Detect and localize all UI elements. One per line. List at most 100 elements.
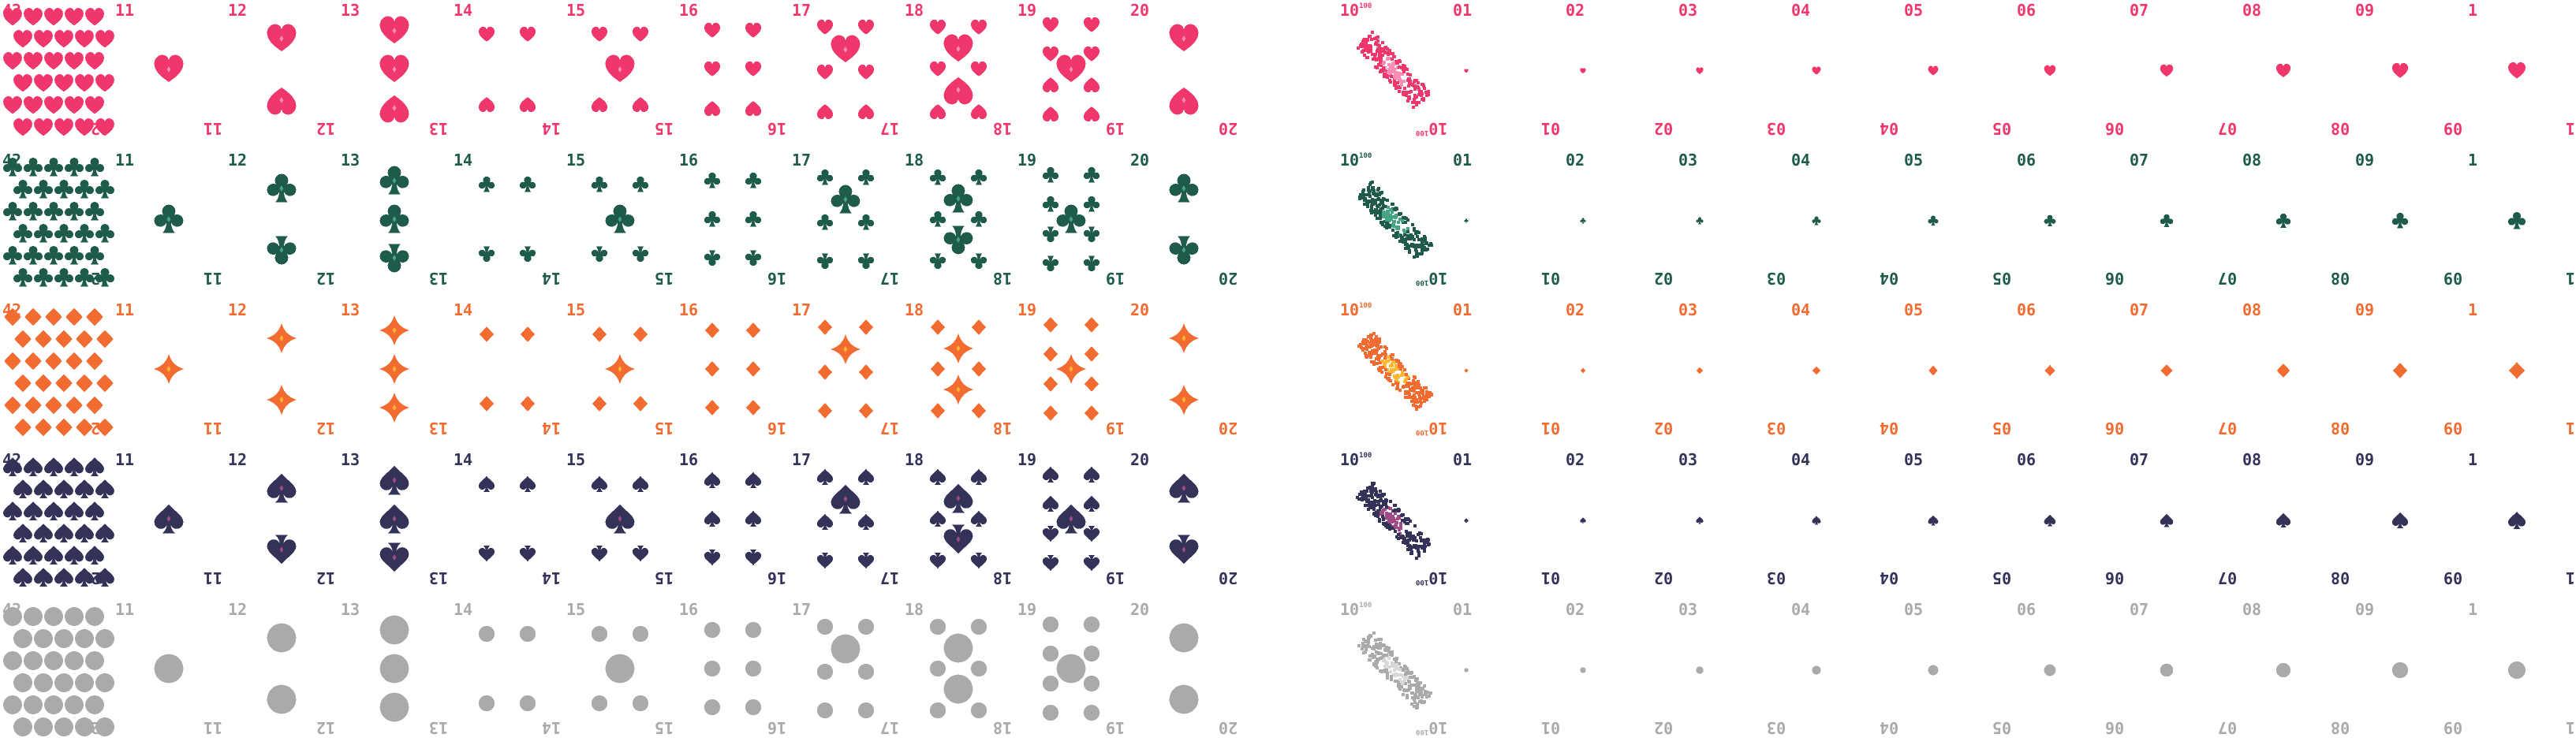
- circle-icon: [745, 699, 762, 716]
- card-rank-bottom: 02: [1653, 419, 1673, 438]
- card-rank-top: 11: [115, 450, 135, 469]
- card-rank-top: 16: [679, 151, 699, 170]
- card-rank-top: 16: [679, 300, 699, 319]
- spade-icon: [54, 479, 74, 499]
- club-icon: [13, 223, 33, 244]
- circle-icon: [816, 663, 834, 680]
- heart-icon: [266, 84, 297, 116]
- club-icon: [54, 179, 74, 199]
- card-diamonds-r06: 06 06: [2014, 300, 2126, 438]
- diamond-icon: [1055, 353, 1087, 385]
- club-icon: [816, 169, 834, 186]
- card-rank-top: 01: [1453, 151, 1473, 170]
- card-rank-top: 12: [228, 600, 248, 619]
- card-rank-bottom: 09: [2443, 718, 2462, 737]
- circle-icon: [64, 650, 84, 671]
- card-diamonds-full: 4242: [0, 300, 114, 438]
- card-rank-top: 19: [1017, 1, 1037, 20]
- heart-icon: [591, 95, 608, 113]
- heart-icon: [1168, 23, 1200, 54]
- club-icon: [1580, 218, 1586, 224]
- card-rank-bottom: 03: [1766, 568, 1786, 587]
- spade-icon: [95, 523, 115, 543]
- card-rank-top: 03: [1678, 450, 1698, 469]
- diamond-icon: [74, 329, 95, 349]
- card-blank-13: 13 13: [338, 599, 450, 738]
- card-spades-r03: 03 03: [1676, 449, 1788, 588]
- card-rank-bottom: 17: [879, 419, 899, 438]
- card-rank-bottom: 11: [203, 718, 222, 737]
- circle-icon: [830, 633, 861, 665]
- card-rank-bottom: 12: [315, 119, 335, 138]
- card-spades-r07: 07 07: [2127, 449, 2239, 588]
- rank-exponent: 100: [1359, 2, 1372, 10]
- circle-icon: [43, 695, 64, 715]
- heart-icon: [95, 117, 115, 138]
- club-icon: [43, 157, 64, 177]
- heart-icon: [74, 29, 95, 50]
- card-rank-top: 14: [454, 151, 473, 170]
- card-blank-11: 11 11: [113, 599, 225, 738]
- card-clubs-r07: 07 07: [2127, 150, 2239, 289]
- spade-icon: [33, 523, 54, 543]
- spade-icon: [970, 468, 987, 486]
- heart-icon: [43, 95, 64, 116]
- circle-icon: [54, 673, 74, 693]
- card-spades-13: 13 13: [338, 449, 450, 588]
- club-icon: [970, 169, 987, 186]
- card-rank-bottom: 05: [1992, 419, 2011, 438]
- club-icon: [33, 267, 54, 288]
- diamond-icon: [857, 402, 875, 419]
- card-rank-bottom: 15: [654, 419, 674, 438]
- diamond-icon: [33, 417, 54, 438]
- spade-icon: [2, 545, 23, 565]
- club-icon: [23, 245, 43, 266]
- club-icon: [43, 201, 64, 222]
- diamond-icon: [1928, 365, 1939, 376]
- rank-base: 10: [1340, 151, 1360, 170]
- club-icon: [1055, 203, 1087, 235]
- circle-icon: [519, 625, 536, 643]
- spade-icon: [943, 524, 974, 555]
- club-icon: [1083, 196, 1100, 213]
- spade-icon: [95, 479, 115, 499]
- heart-icon: [604, 54, 636, 85]
- diamond-icon: [816, 319, 834, 336]
- card-rank-bottom: 11: [203, 119, 222, 138]
- rank-base: 10: [1340, 1, 1360, 20]
- heart-icon: [745, 61, 762, 78]
- heart-icon: [23, 51, 43, 72]
- diamond-icon: [2391, 362, 2409, 379]
- card-rank-bottom: 17: [879, 718, 899, 737]
- card-spades-16: 16 16: [677, 449, 789, 588]
- club-icon: [1042, 196, 1059, 213]
- heart-icon: [745, 99, 762, 117]
- spade-icon: [64, 501, 84, 521]
- card-rank-top: 05: [1904, 600, 1924, 619]
- card-clubs-r03: 03 03: [1676, 150, 1788, 289]
- card-rank-top: 11: [115, 151, 135, 170]
- spade-icon: [2507, 511, 2526, 530]
- card-rank-top: 16: [679, 1, 699, 20]
- card-rank-top: 06: [2017, 600, 2037, 619]
- circle-icon: [23, 606, 43, 627]
- card-clubs-11: 11 11: [113, 150, 225, 289]
- circle-icon: [84, 695, 105, 715]
- spade-icon: [266, 472, 297, 504]
- club-icon: [23, 201, 43, 222]
- card-rank-bottom: 16: [767, 269, 786, 288]
- card-rank-top: 1: [2468, 151, 2478, 170]
- card-diamonds-r08: 08 08: [2240, 300, 2352, 438]
- heart-icon: [943, 33, 974, 65]
- club-icon: [2, 245, 23, 266]
- club-icon: [1083, 166, 1100, 184]
- circle-icon: [95, 628, 115, 649]
- card-diamonds-scatter: 10100 10100: [1338, 300, 1450, 438]
- spade-icon: [1168, 534, 1200, 565]
- card-rank-bottom: 1: [2565, 419, 2575, 438]
- card-rank-top: 16: [679, 450, 699, 469]
- diamond-icon: [84, 307, 105, 327]
- diamond-icon: [43, 351, 64, 371]
- rank-base: 10: [1340, 450, 1360, 469]
- card-clubs-15: 15 15: [564, 150, 676, 289]
